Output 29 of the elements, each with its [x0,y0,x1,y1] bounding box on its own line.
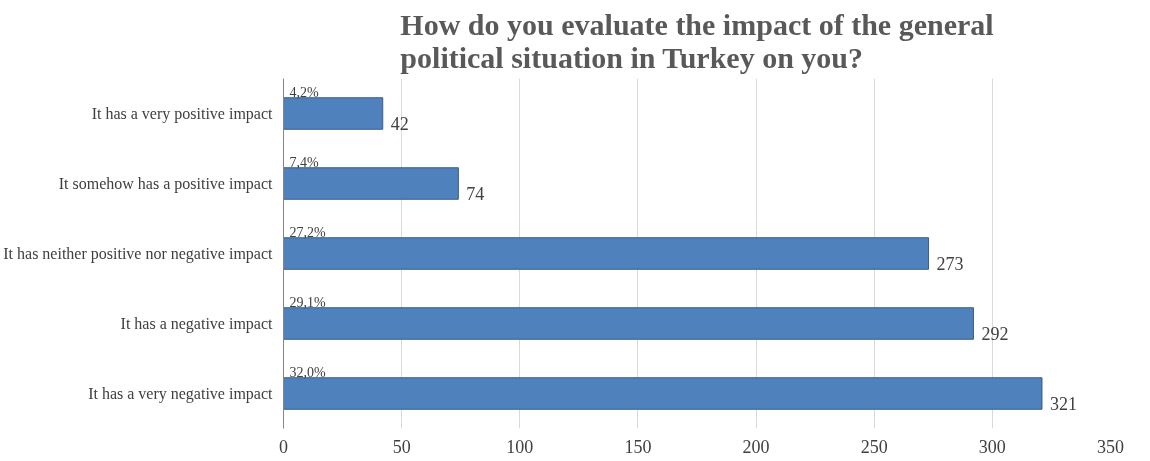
annotation: 32,0% [289,364,326,380]
bar [283,167,459,200]
x-tick-label: 100 [506,436,534,457]
y-tick-label: It has neither positive nor negative impact [3,245,274,263]
data-label: 74 [466,184,485,204]
x-tick-label: 300 [978,436,1006,457]
data-label: 273 [936,254,964,274]
annotation: 7,4% [289,154,319,170]
x-tick-label: 200 [742,436,770,457]
annotation: 4,2% [289,84,319,100]
bar [283,377,1043,410]
data-label: 321 [1049,394,1077,414]
y-tick-label: It has a very positive impact [91,105,274,123]
x-tick-label: 350 [1097,436,1124,457]
bar [283,307,974,340]
annotation: 29,1% [289,294,326,310]
annotation: 27,2% [289,224,326,240]
bar [283,97,384,130]
data-label: 42 [390,114,409,134]
x-tick-label: 250 [860,436,888,457]
y-tick-label: It somehow has a positive impact [58,175,274,193]
y-tick-label: It has a very negative impact [88,385,274,403]
y-tick-label: It has a negative impact [120,315,274,333]
chart-title: How do you evaluate the impact of the general political situation in Turkey on you? [400,7,994,74]
x-tick-label: 150 [624,436,652,457]
data-label: 292 [981,324,1009,344]
x-tick-label: 0 [279,436,288,457]
bar [283,237,930,270]
x-tick-label: 50 [392,436,411,457]
